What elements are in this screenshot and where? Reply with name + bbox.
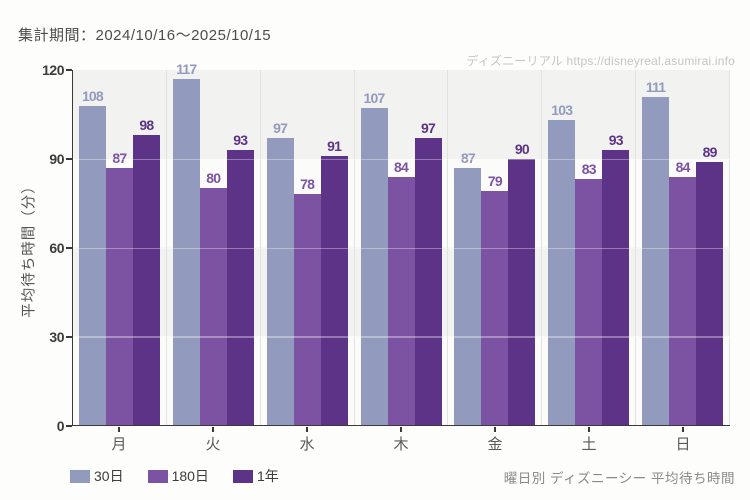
- bar-value-label: 89: [702, 143, 718, 160]
- bar-value-label: 117: [176, 60, 197, 77]
- legend-item-2: 180日: [147, 466, 209, 486]
- x-tick-mark: [400, 427, 402, 432]
- bar-series3-cat5: 90: [508, 141, 536, 425]
- bar-group-6: 103 83 93: [542, 70, 637, 425]
- bar-value-label: 87: [460, 149, 476, 166]
- bar-series3-cat4: 97: [414, 120, 442, 425]
- x-tick-mark: [118, 427, 120, 432]
- bar-series1-cat1: 108: [78, 88, 106, 425]
- x-tick-mark: [306, 427, 308, 432]
- x-tick-mark: [588, 427, 590, 432]
- bar-series3-cat3: 91: [320, 138, 348, 425]
- bar-value-label: 87: [112, 149, 127, 166]
- x-tick-label-2: 火: [205, 436, 221, 453]
- bar-series1-cat6: 103: [548, 102, 576, 425]
- y-tick-mark: [66, 247, 72, 249]
- bar-value-label: 78: [300, 176, 315, 193]
- y-tick-label: 30: [49, 329, 64, 345]
- y-tick-label: 60: [49, 240, 64, 256]
- bar-group-1: 108 87 98: [73, 70, 167, 425]
- x-tick-mark: [494, 427, 496, 432]
- bar-group-5: 87 79 90: [448, 70, 543, 425]
- chart-caption: 曜日別 ディズニーシー 平均待ち時間: [503, 471, 735, 486]
- bar-value-label: 98: [139, 117, 154, 134]
- y-tick-label: 120: [42, 62, 64, 78]
- x-tick-label-5: 金: [487, 436, 503, 453]
- bar-series1-cat7: 111: [642, 79, 670, 425]
- bar-value-label: 80: [206, 170, 221, 187]
- x-tick-label-7: 日: [675, 436, 691, 453]
- x-tick-mark: [212, 427, 214, 432]
- watermark-text: ディズニーリアル https://disneyreal.asumirai.inf…: [466, 54, 735, 68]
- y-tick-mark: [66, 158, 72, 160]
- bar-value-label: 108: [81, 87, 104, 104]
- bar-value-label: 84: [394, 158, 409, 175]
- bar-series3-cat2: 93: [226, 132, 254, 425]
- bar-series2-cat5: 79: [481, 173, 509, 425]
- bar-series2-cat3: 78: [293, 176, 321, 425]
- bar-series2-cat2: 80: [199, 170, 227, 425]
- bar-value-label: 91: [327, 137, 342, 154]
- legend-swatch: [147, 469, 168, 483]
- legend-item-3: 1年: [232, 466, 279, 486]
- bar-value-label: 107: [363, 90, 386, 107]
- x-tick-label-4: 木: [393, 436, 409, 453]
- bar-series1-cat2: 117: [172, 61, 200, 425]
- y-tick-mark: [66, 336, 72, 338]
- bar-value-label: 79: [487, 173, 503, 190]
- legend-swatch: [232, 469, 253, 483]
- legend-item-1: 30日: [70, 466, 124, 486]
- bar-group-4: 107 84 97: [355, 70, 449, 425]
- y-tick-label: 90: [49, 151, 64, 167]
- legend-label: 30日: [94, 468, 124, 484]
- x-tick-label-6: 土: [581, 436, 597, 453]
- bar-group-3: 97 78 91: [261, 70, 355, 425]
- bar-series2-cat1: 87: [105, 150, 133, 425]
- bar-series2-cat6: 83: [575, 161, 603, 425]
- bar-value-label: 90: [514, 140, 530, 157]
- bar-series1-cat4: 107: [360, 90, 388, 425]
- legend-label: 1年: [256, 468, 279, 484]
- y-tick-mark: [66, 69, 72, 71]
- legend-swatch: [70, 469, 90, 483]
- plot-area: 108 87 98 117 80 93 97 78 91 107 84 97 87 79 90 103 83 93…: [72, 61, 731, 426]
- y-tick-label: 0: [56, 418, 65, 434]
- legend: 30日 180日 1年: [70, 466, 279, 486]
- bar-series2-cat7: 84: [669, 159, 697, 425]
- bar-value-label: 97: [273, 120, 288, 137]
- bar-value-label: 103: [551, 102, 573, 119]
- x-tick-label-3: 水: [299, 436, 315, 453]
- bar-series3-cat7: 89: [696, 144, 724, 425]
- legend-label: 180日: [171, 468, 209, 484]
- bar-series1-cat5: 87: [454, 150, 482, 425]
- x-tick-mark: [682, 427, 684, 432]
- x-tick-label-1: 月: [111, 436, 127, 453]
- bar-series1-cat3: 97: [266, 120, 294, 425]
- bar-value-label: 84: [675, 158, 691, 175]
- bar-value-label: 93: [608, 131, 624, 148]
- bar-series3-cat1: 98: [132, 117, 160, 425]
- bar-value-label: 83: [581, 161, 597, 178]
- bar-group-7: 111 84 89: [636, 70, 731, 425]
- bar-value-label: 111: [645, 78, 666, 95]
- bar-series3-cat6: 93: [602, 132, 630, 425]
- bar-group-2: 117 80 93: [167, 61, 261, 425]
- bar-value-label: 93: [233, 131, 248, 148]
- bar-value-label: 97: [421, 120, 436, 137]
- x-axis-labels: 月火水木金土日: [72, 433, 730, 454]
- aggregation-period-label: 集計期間：2024/10/16～2025/10/15: [18, 27, 272, 44]
- bar-series2-cat4: 84: [387, 159, 415, 425]
- y-tick-mark: [66, 425, 72, 427]
